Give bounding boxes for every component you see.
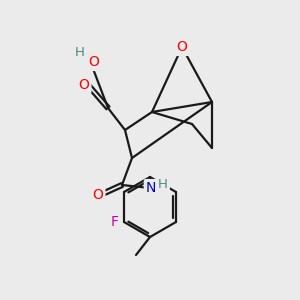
Text: O: O xyxy=(88,55,99,69)
Text: H: H xyxy=(75,46,85,59)
Text: H: H xyxy=(158,178,168,190)
Text: N: N xyxy=(146,181,156,195)
Text: O: O xyxy=(177,40,188,54)
Text: O: O xyxy=(79,78,89,92)
Text: F: F xyxy=(111,215,119,229)
Text: O: O xyxy=(93,188,104,202)
